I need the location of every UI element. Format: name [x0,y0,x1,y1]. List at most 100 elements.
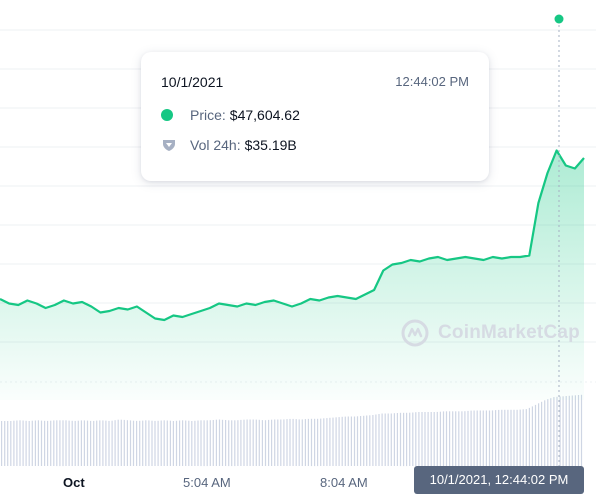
volume-bar [10,421,12,466]
volume-bar [317,418,319,467]
volume-bar [461,411,463,467]
volume-bar [580,394,583,467]
volume-bar [301,419,303,466]
volume-bar [111,420,113,466]
volume-bar [510,409,512,467]
volume-bar [249,419,251,466]
volume-bar [163,420,165,466]
volume-bar [501,409,503,467]
volume-bar [136,420,138,466]
volume-bar [531,406,533,466]
volume-bar [381,413,383,466]
volume-bar [292,418,294,466]
volume-bar [329,417,331,466]
tooltip-time: 12:44:02 PM [395,74,469,89]
volume-bar [142,420,144,466]
volume-bar [360,416,362,466]
volume-bar [212,420,214,466]
volume-bar [547,399,549,466]
volume-bar [271,419,273,466]
volume-bar [528,407,530,466]
volume-bar [246,419,248,466]
volume-bar [160,420,162,466]
volume-bar [384,413,386,466]
volume-bar [507,409,509,467]
volume-bar [40,420,43,466]
volume-bar [458,411,460,467]
volume-bar [513,409,515,467]
volume-bar [50,420,52,466]
volume-bar [415,412,417,466]
volume-bar [197,420,199,466]
volume-bar [544,400,546,466]
volume-bar [356,416,359,466]
volume-bar [59,420,61,467]
volume-bar [455,411,457,467]
tooltip-volume-row: Vol 24h: $35.19B [161,137,297,153]
volume-bar [406,412,408,467]
volume-bar [326,418,328,466]
volume-bar [568,395,570,466]
volume-bar [473,410,475,466]
volume-bar [519,409,521,466]
volume-bar [289,418,291,466]
volume-bar [169,420,171,466]
volume-bar [421,412,423,466]
volume-bar [206,420,208,467]
volume-bar [562,396,564,466]
volume-bar [516,409,518,467]
volume-bar [304,419,306,466]
volume-bar [4,421,6,466]
volume-bar [286,419,288,466]
volume-bar [452,411,454,467]
coinmarketcap-logo-icon [401,319,429,347]
volume-label: Vol 24h: [190,137,241,153]
volume-bar [372,415,374,466]
volume-bar [93,420,95,466]
volume-bar [467,410,469,466]
x-tick-804am: 8:04 AM [320,475,368,490]
volume-bar [310,418,313,467]
volume-bar [44,420,46,466]
hover-point [554,14,564,24]
volume-bar [225,420,227,466]
volume-bar [218,419,221,466]
volume-bar [203,420,205,467]
volume-bar [298,419,300,466]
volume-bar [47,420,49,466]
volume-bar [464,411,466,466]
volume-bar [335,417,337,466]
volume-bar [390,413,392,466]
volume-bar [228,420,230,467]
volume-bar [350,416,352,466]
volume-bar [194,420,196,466]
watermark: CoinMarketCap [400,318,580,348]
volume-bar [31,420,33,466]
volume-bar [399,412,402,467]
volume-bar [553,397,555,466]
tooltip-price-row: Price: $47,604.62 [161,107,300,123]
volume-bar [179,420,181,466]
volume-bar [114,420,116,466]
volume-bar [449,411,451,467]
volume-bar [53,420,55,466]
volume-bar [378,414,380,466]
volume-bar [166,420,168,466]
volume-bar [445,411,448,467]
volume-bar [191,421,193,466]
volume-bar [102,420,104,466]
volume-bar [215,419,217,466]
volume-bar [1,421,3,466]
x-tick-504am: 5:04 AM [183,475,231,490]
volume-bar [77,420,79,466]
volume-bar [283,419,285,466]
volume-bar [99,420,101,466]
volume-bar [129,420,132,466]
volume-bar [366,415,368,466]
volume-bar [277,419,279,466]
volume-bar [83,420,85,466]
volume-bar [442,411,445,466]
volume-bar [28,421,30,466]
volume-bar [7,421,9,466]
